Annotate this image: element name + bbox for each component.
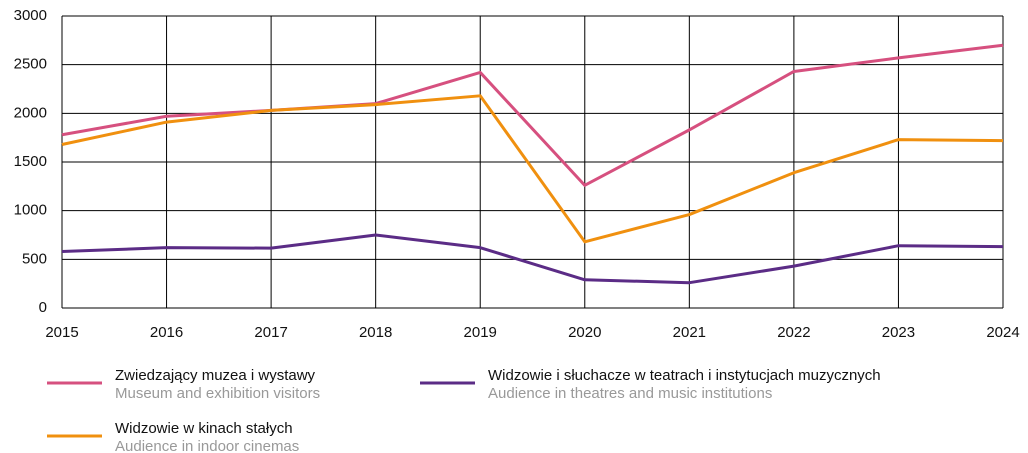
y-tick-label: 500 (22, 250, 47, 267)
x-tick-label: 2020 (568, 324, 601, 341)
series-line (61, 94, 1004, 244)
legend-sublabel: Audience in indoor cinemas (115, 438, 299, 453)
x-tick-label: 2022 (777, 324, 810, 341)
y-tick-label: 2500 (14, 56, 47, 73)
x-tick-label: 2023 (882, 324, 915, 341)
legend-label: Widzowie w kinach stałych (115, 420, 293, 437)
x-tick-label: 2016 (150, 324, 183, 341)
y-tick-label: 1500 (14, 153, 47, 170)
x-tick-label: 2021 (673, 324, 706, 341)
legend-label: Widzowie i słuchacze w teatrach i instyt… (488, 367, 881, 384)
legend-label: Zwiedzający muzea i wystawy (115, 367, 316, 384)
x-tick-label: 2024 (986, 324, 1019, 341)
x-tick-label: 2017 (254, 324, 287, 341)
x-tick-label: 2015 (45, 324, 78, 341)
y-tick-label: 3000 (14, 7, 47, 24)
legend-sublabel: Audience in theatres and music instituti… (488, 385, 772, 402)
y-tick-label: 0 (39, 299, 47, 316)
series-line (61, 233, 1004, 285)
series-line (61, 43, 1004, 187)
y-tick-label: 2000 (14, 104, 47, 121)
legend-sublabel: Museum and exhibition visitors (115, 385, 320, 402)
x-tick-label: 2019 (464, 324, 497, 341)
y-tick-label: 1000 (14, 202, 47, 219)
x-tick-label: 2018 (359, 324, 392, 341)
